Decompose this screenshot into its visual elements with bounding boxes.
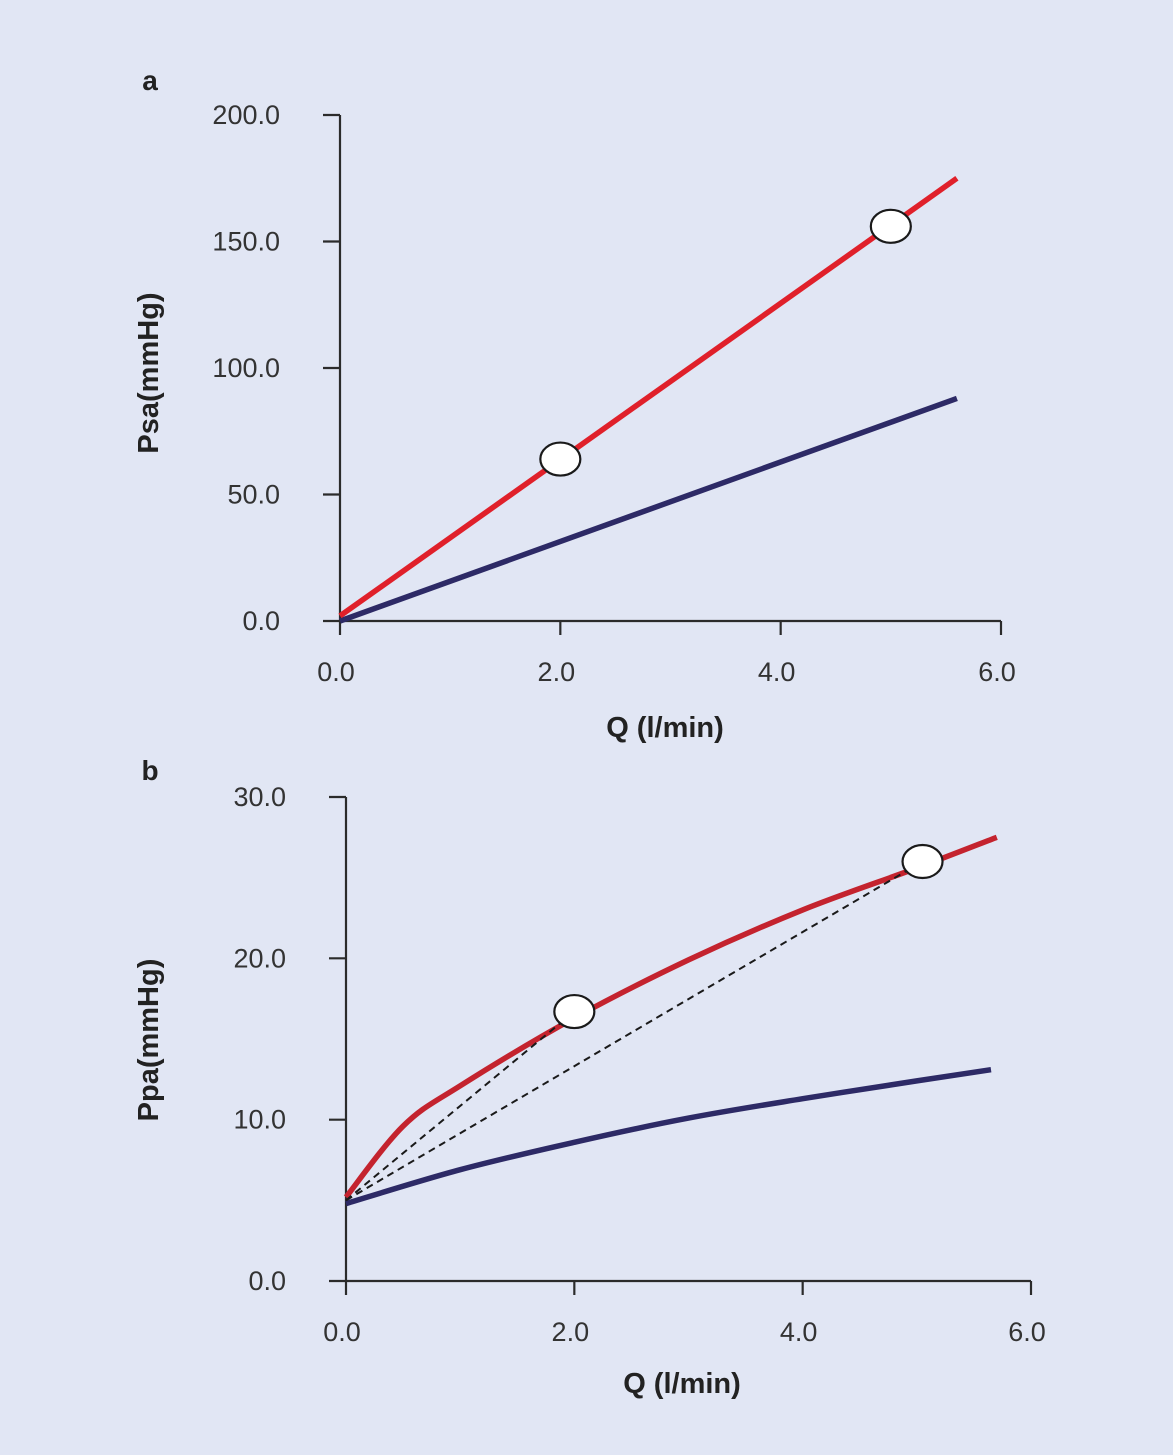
series-line-blue-line [339, 395, 958, 624]
panel-label: b [141, 755, 158, 786]
x-tick-label: 4.0 [780, 1317, 818, 1347]
series-line-red-line [338, 176, 959, 619]
x-tick-label: 0.0 [323, 1317, 361, 1347]
x-axis-title: Q (l/min) [606, 712, 724, 744]
y-tick-label: 10.0 [233, 1105, 286, 1135]
x-axis-title: Q (l/min) [623, 1368, 741, 1400]
y-tick-label: 0.0 [242, 606, 280, 636]
series-line-blue-curve [345, 1066, 992, 1207]
panel-a: a Psa(mmHg) Q (l/min) 0.0 50.0 100.0 150.0 2… [133, 65, 1016, 744]
dashed-reference-line [345, 860, 924, 1202]
y-tick-label: 20.0 [233, 943, 286, 973]
data-point-marker [553, 993, 596, 1030]
y-tick-label: 100.0 [212, 353, 280, 383]
x-tick-label: 6.0 [1008, 1317, 1046, 1347]
data-point-marker [539, 441, 582, 477]
y-tick-label: 150.0 [212, 227, 280, 257]
y-axis-title: Ppa(mmHg) [133, 959, 165, 1122]
x-tick-label: 6.0 [978, 657, 1016, 687]
x-tick-label: 4.0 [758, 657, 796, 687]
y-tick-label: 50.0 [227, 480, 280, 510]
y-tick-label: 30.0 [233, 782, 286, 812]
panel-b: b Ppa(mmHg) Q (l/min) 0.0 10.0 20.0 30.0 0.0… [133, 755, 1046, 1400]
x-tick-label: 2.0 [538, 657, 576, 687]
y-axis-title: Psa(mmHg) [133, 292, 165, 453]
y-tick-label: 200.0 [212, 100, 280, 130]
data-point-marker [869, 208, 912, 244]
y-tick-label: 0.0 [248, 1266, 286, 1296]
data-point-marker [901, 843, 944, 880]
x-tick-label: 0.0 [317, 657, 355, 687]
x-tick-label: 2.0 [552, 1317, 590, 1347]
panel-label: a [142, 65, 158, 96]
dashed-reference-line [345, 1010, 575, 1202]
